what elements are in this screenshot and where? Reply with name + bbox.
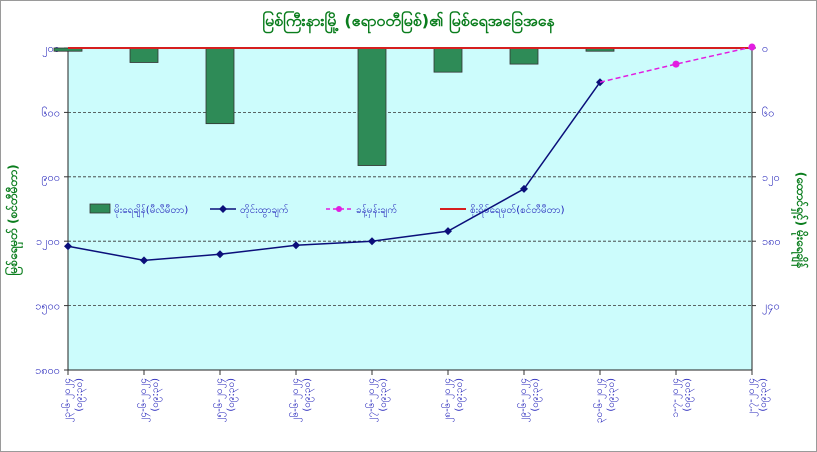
x-tick-label-line: ၃၀-၆-၂၀၂၄ <box>592 378 607 423</box>
observed-point <box>368 237 376 246</box>
y-left-tick-label: ၉၀၀ <box>41 171 60 186</box>
y-right-tick-label: ၁၂၀ <box>762 171 780 186</box>
x-tick-label-line: ၂-၇-၂၀၂၄ <box>746 378 759 417</box>
x-tick-label-line: (၀၉:၃၀) <box>606 378 619 412</box>
y-left-tick-label: ၆၀၀ <box>41 106 60 119</box>
x-tick-label-line: ၂၈-၆-၂၀၂၄ <box>440 378 455 423</box>
chart-title: မြစ်ကြီးနားမြို့ (ဧရာဝတီမြစ်)၏ မြစ်ရေအခြ… <box>262 11 555 30</box>
x-tick-label: ၁-၇-၂၀၂၄(၀၉:၃၀) <box>670 378 695 418</box>
forecast-line <box>599 46 753 83</box>
x-tick-label-line: (၀၉:၃၀) <box>378 378 391 412</box>
y-left-tick-label: ၁၈၀၀ <box>35 364 60 377</box>
x-tick-label: ၂၃-၆-၂၀၂၄(၀၉:၃၀) <box>60 378 87 423</box>
legend-observed-marker <box>219 205 227 213</box>
x-tick-label-line: ၂၉-၆-၂၀၂၄ <box>516 378 531 422</box>
plot-area <box>67 47 753 371</box>
x-tick-label: ၂၅-၆-၂၀၂၄(၀၉:၃၀) <box>212 378 239 423</box>
y-right-tick-label: ၀ <box>762 42 768 55</box>
forecast-point <box>748 43 756 51</box>
x-tick-label-line: (၀၉:၃၀) <box>150 378 163 412</box>
observed-point <box>216 250 224 259</box>
y-right-tick-label: ၁၈၀ <box>762 235 781 248</box>
observed-point <box>292 241 300 250</box>
x-tick-label-line: ၂၇-၆-၂၀၂၄ <box>364 378 379 422</box>
rain-bar <box>205 47 235 125</box>
x-tick-label-line: (၀၉:၃၀) <box>758 378 771 412</box>
y-left-tick-label: ၁၅၀၀ <box>35 300 60 315</box>
x-tick-label-line: ၂၅-၆-၂၀၂၄ <box>212 378 227 422</box>
x-tick-label-line: ၁-၇-၂၀၂၄ <box>670 378 683 418</box>
x-tick-label: ၂၆-၆-၂၀၂၄(၀၉:၃၀) <box>288 378 315 423</box>
x-tick-label-line: (၀၉:၃၀) <box>530 378 543 412</box>
y-right-tick-label: ၆၀ <box>762 106 774 119</box>
x-tick-label: ၃၀-၆-၂၀၂၄(၀၉:၃၀) <box>592 378 619 423</box>
observed-point <box>520 184 528 193</box>
rain-bar <box>357 47 387 166</box>
observed-point <box>140 256 148 265</box>
x-tick-label: ၂၄-၆-၂၀၂၄(၀၉:၃၀) <box>136 378 163 423</box>
rain-bar <box>129 47 159 63</box>
x-tick-label-line: ၂၄-၆-၂၀၂၄ <box>136 378 151 422</box>
x-tick-label-line: (၀၉:၃၀) <box>226 378 239 412</box>
x-tick-label-line: ၂၃-၆-၂၀၂၄ <box>60 378 75 422</box>
x-tick-label-line: (၀၉:၃၀) <box>302 378 315 412</box>
legend-label: တိုင်းထွာချက် <box>240 203 289 218</box>
forecast-point <box>672 60 680 68</box>
x-tick-label-line: ၂၆-၆-၂၀၂၄ <box>288 378 303 422</box>
x-tick-label-line: (၀၉:၃၀) <box>74 378 87 412</box>
x-tick-label: ၂၇-၆-၂၀၂၄(၀၉:၃၀) <box>364 378 391 423</box>
x-tick-label-line: (၀၉:၃၀) <box>454 378 467 412</box>
observed-point <box>64 242 72 251</box>
legend-forecast-marker <box>336 206 342 212</box>
legend-label: ခန့်မှန်းချက် <box>356 203 397 218</box>
x-tick-label: ၂၈-၆-၂၀၂၄(၀၉:၃၀) <box>440 378 467 423</box>
rain-bar <box>433 47 463 73</box>
observed-point <box>444 227 452 236</box>
rain-bar <box>509 47 539 65</box>
y-left-tick-label: ၂၀၀ <box>42 42 60 57</box>
x-tick-label: ၂-၇-၂၀၂၄(၀၉:၃၀) <box>746 378 771 417</box>
legend-label: မိုးရေချိန်(မီလီမီတာ) <box>114 203 188 218</box>
observed-line <box>67 81 601 262</box>
y-left-tick-label: ၁၂၀၀ <box>36 235 60 250</box>
x-tick-label: ၂၉-၆-၂၀၂၄(၀၉:၃၀) <box>516 378 543 423</box>
legend-bar-swatch <box>89 203 111 214</box>
x-tick-label-line: (၀၉:၃၀) <box>682 378 695 412</box>
legend-label: စိုးရိမ်ရေမှတ်(စင်တီမီတာ) <box>470 203 565 218</box>
y-right-tick-label: ၂၄၀ <box>762 300 780 315</box>
